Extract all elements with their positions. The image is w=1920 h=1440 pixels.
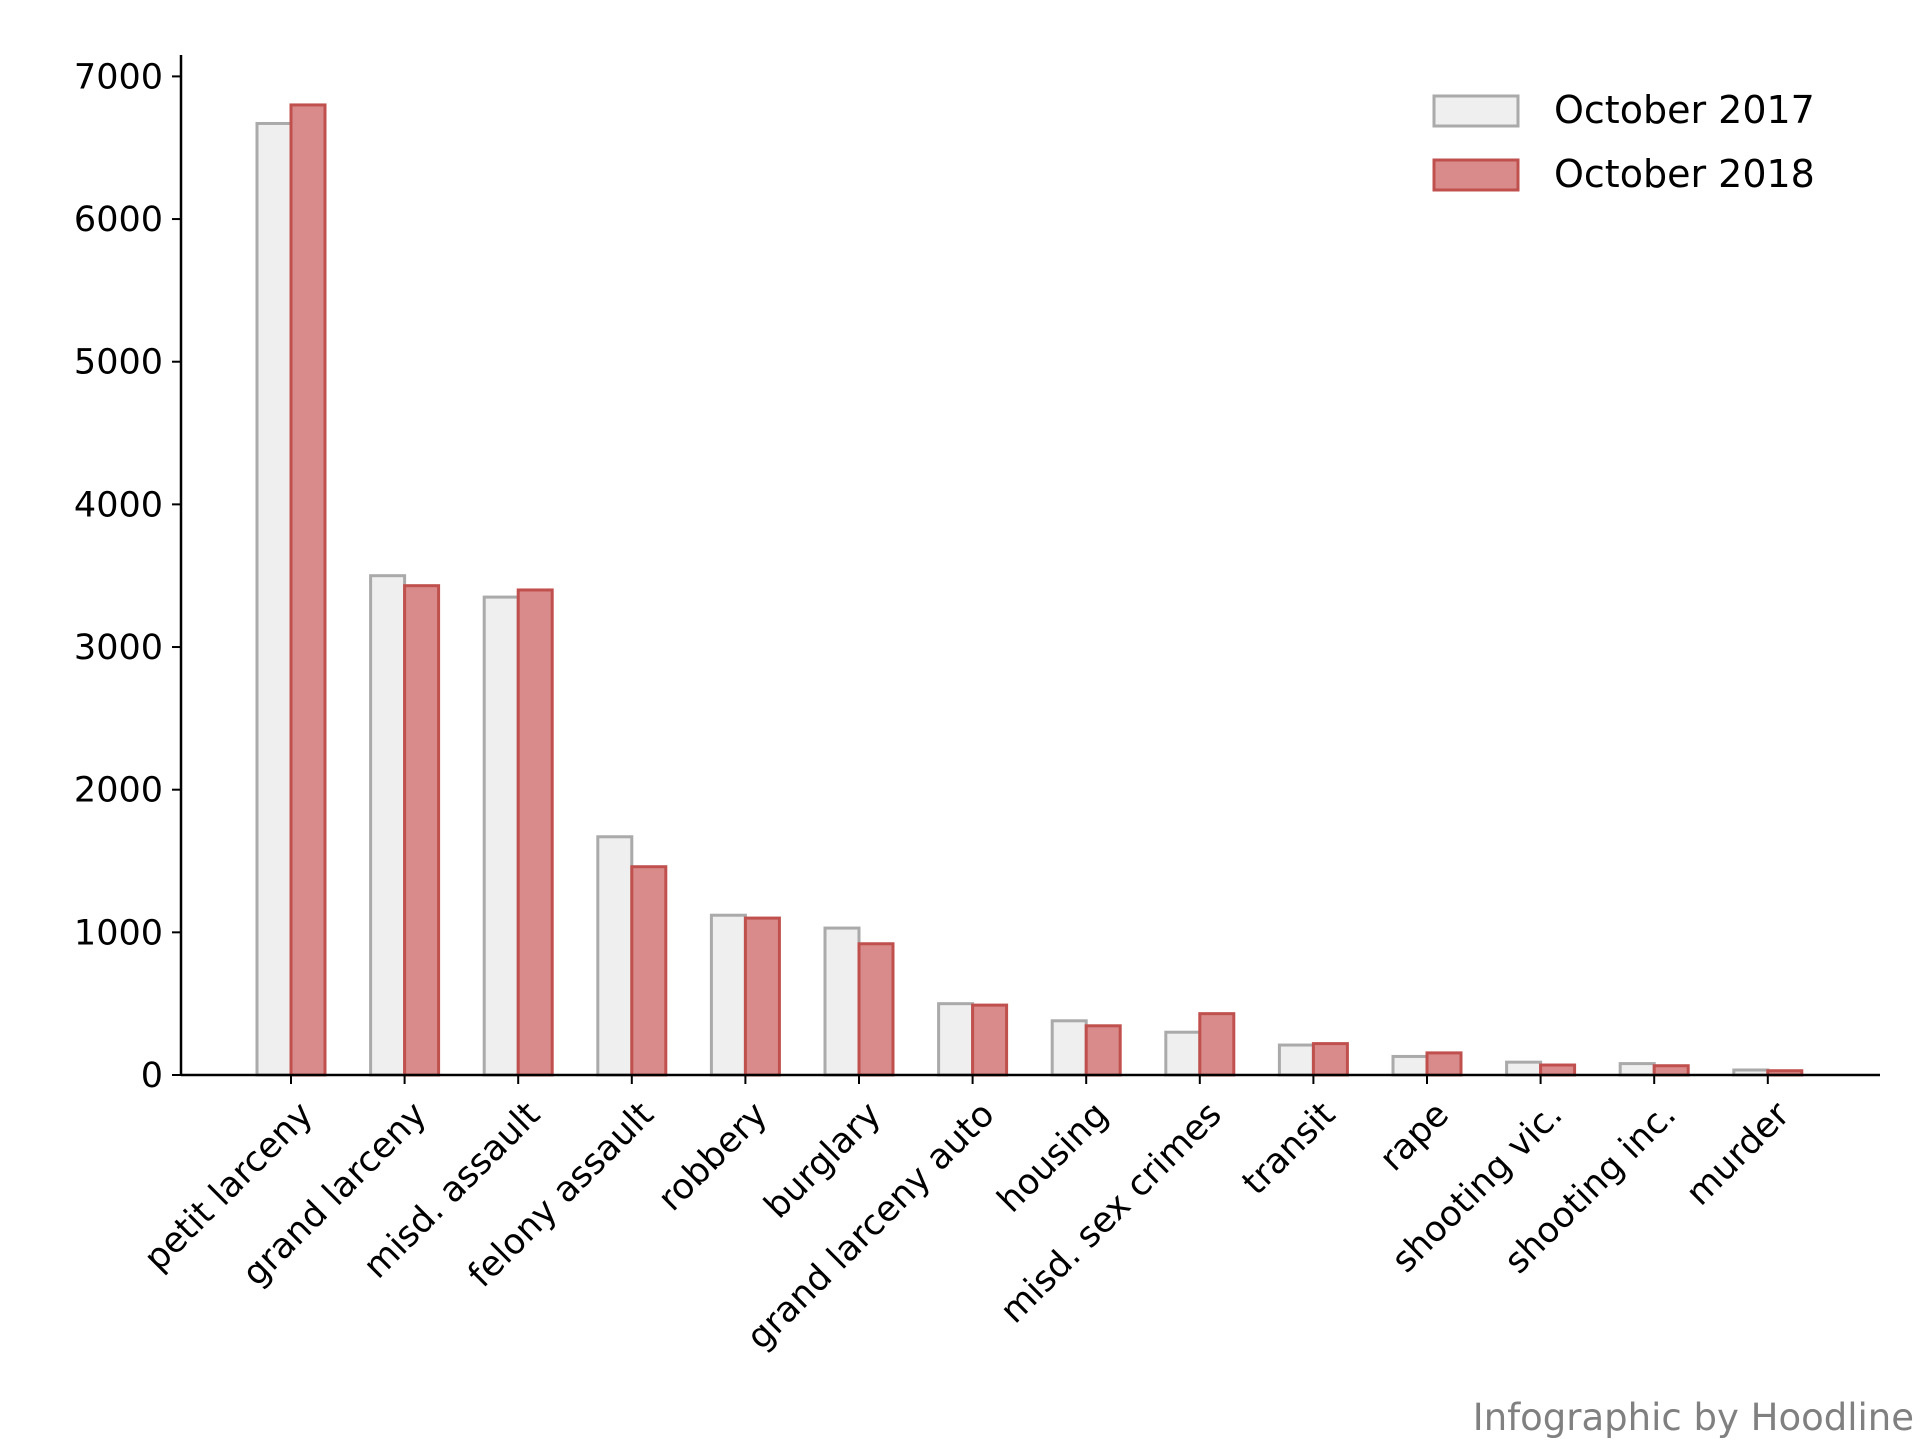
bar-2017-misd-sex-crimes xyxy=(1164,1030,1202,1077)
credit-text: Infographic by Hoodline xyxy=(1473,1396,1914,1439)
legend-label-2018: October 2018 xyxy=(1554,152,1815,196)
x-tick-label: rape xyxy=(1372,1095,1457,1180)
bar-2017-petit-larceny xyxy=(255,121,293,1077)
bars-layer xyxy=(255,103,1804,1077)
bar-2017-grand-larceny-auto xyxy=(937,1002,975,1077)
x-tick-label: transit xyxy=(1235,1095,1343,1203)
bar-2018-petit-larceny xyxy=(289,103,327,1077)
bar-2018-grand-larceny-auto xyxy=(971,1003,1009,1077)
y-tick-label: 7000 xyxy=(74,57,163,97)
y-tick-label: 6000 xyxy=(74,200,163,240)
y-tick-label: 4000 xyxy=(74,485,163,525)
bar-2017-robbery xyxy=(709,913,747,1077)
legend-label-2017: October 2017 xyxy=(1554,88,1815,132)
bar-2017-burglary xyxy=(823,926,861,1077)
bar-2017-rape xyxy=(1391,1054,1429,1077)
bar-2017-grand-larceny xyxy=(369,574,407,1077)
legend-swatch-2018 xyxy=(1432,158,1520,192)
bar-2018-misd-sex-crimes xyxy=(1198,1012,1236,1077)
bar-2017-housing xyxy=(1050,1019,1088,1077)
bar-2018-rape xyxy=(1425,1051,1463,1077)
bar-2017-felony-assault xyxy=(596,835,634,1077)
bar-2018-transit xyxy=(1311,1042,1349,1077)
y-tick-label: 5000 xyxy=(74,343,163,383)
legend-swatch-2017 xyxy=(1432,94,1520,128)
y-tick-label: 2000 xyxy=(74,771,163,811)
bar-2017-transit xyxy=(1277,1043,1315,1077)
x-tick-label: robbery xyxy=(651,1095,776,1220)
y-tick-label: 3000 xyxy=(74,628,163,668)
bar-2018-burglary xyxy=(857,942,895,1077)
bar-2018-housing xyxy=(1084,1024,1122,1077)
bar-2018-shooting-vic- xyxy=(1539,1063,1577,1077)
bar-2018-grand-larceny xyxy=(403,584,441,1077)
bar-2017-shooting-inc- xyxy=(1618,1062,1656,1077)
bar-2017-misd-assault xyxy=(482,595,520,1077)
bar-2018-robbery xyxy=(743,916,781,1077)
x-tick-label: murder xyxy=(1679,1094,1798,1213)
y-tick-label: 0 xyxy=(141,1056,163,1096)
bar-2018-misd-assault xyxy=(516,588,554,1077)
bar-2018-shooting-inc- xyxy=(1652,1064,1690,1077)
bar-2018-felony-assault xyxy=(630,865,668,1077)
x-tick-label: misd. sex crimes xyxy=(993,1095,1230,1332)
legend: October 2017 October 2018 xyxy=(1432,88,1815,196)
bar-2017-shooting-vic- xyxy=(1505,1060,1543,1077)
y-tick-label: 1000 xyxy=(74,913,163,953)
